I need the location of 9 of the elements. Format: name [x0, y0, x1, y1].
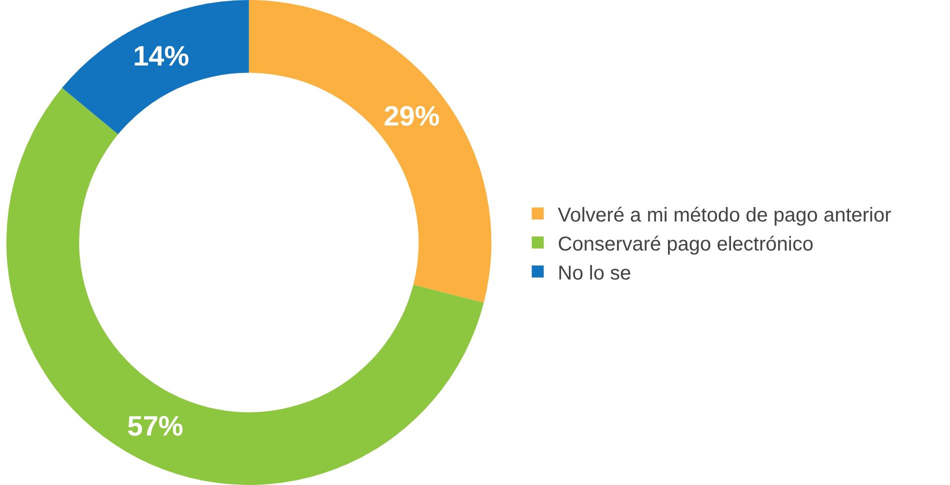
donut-slice: [248, 0, 492, 303]
data-label: 29%: [384, 100, 440, 132]
donut-slice: [62, 0, 249, 134]
data-label: 14%: [133, 40, 190, 72]
legend-label: No lo se: [558, 262, 632, 284]
legend-label: Volveré a mi método de pago anterior: [558, 204, 892, 226]
legend-label: Conservaré pago electrónico: [558, 233, 814, 256]
donut-slice: [6, 88, 484, 485]
data-label: 57%: [127, 410, 184, 442]
